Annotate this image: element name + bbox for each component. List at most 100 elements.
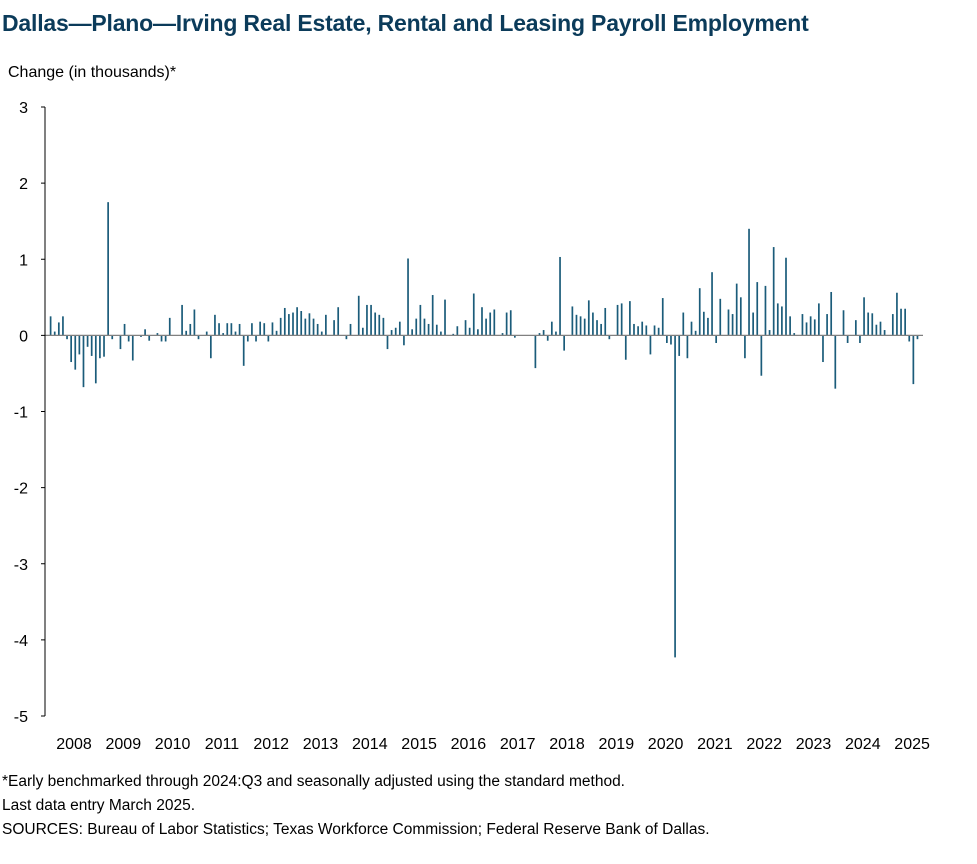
bar — [649, 335, 652, 355]
bar — [550, 321, 553, 336]
bar — [403, 335, 405, 346]
bar — [637, 326, 639, 336]
footnote-benchmark: *Early benchmarked through 2024:Q3 and s… — [2, 773, 625, 790]
footnotes: *Early benchmarked through 2024:Q3 and s… — [2, 770, 710, 842]
bar — [670, 335, 672, 345]
bar — [423, 318, 426, 336]
bar — [756, 282, 759, 336]
bar — [357, 295, 360, 336]
bar — [501, 333, 504, 336]
bar — [694, 330, 697, 336]
bar — [690, 321, 693, 336]
bar — [316, 323, 319, 336]
bar — [300, 311, 303, 336]
bar — [78, 335, 81, 355]
y-tick-label: -5 — [14, 709, 28, 726]
bar — [538, 333, 541, 336]
bar — [859, 335, 861, 343]
x-tick-label: 2013 — [303, 736, 339, 753]
y-tick-label: -3 — [14, 557, 28, 574]
bar — [731, 314, 734, 336]
bar — [485, 318, 487, 336]
bar — [752, 312, 754, 336]
bar — [583, 318, 586, 336]
bar — [748, 228, 750, 336]
bar — [587, 300, 590, 336]
bar — [715, 335, 718, 343]
bar — [267, 335, 270, 342]
bar — [275, 330, 278, 336]
bar — [900, 308, 902, 336]
bar — [875, 324, 878, 336]
bar — [345, 335, 348, 340]
bar — [674, 335, 676, 658]
bar — [546, 335, 549, 341]
y-tick-label: 0 — [19, 328, 28, 345]
bar — [226, 323, 229, 336]
bar — [604, 307, 607, 336]
bar — [707, 317, 709, 336]
bar — [427, 323, 430, 336]
bar — [382, 317, 385, 336]
bar — [394, 327, 397, 336]
bar — [493, 309, 496, 336]
bar — [386, 335, 389, 350]
bar — [312, 318, 315, 336]
bar — [468, 327, 471, 336]
bar — [361, 327, 364, 336]
bar — [805, 322, 808, 336]
bar — [452, 333, 455, 336]
bar — [283, 307, 286, 336]
bar — [390, 330, 393, 336]
y-tick-label: 3 — [19, 100, 28, 117]
bar — [698, 288, 701, 336]
bar — [62, 316, 64, 336]
bar — [366, 304, 368, 336]
bar — [830, 291, 833, 336]
bar — [916, 335, 919, 340]
bar — [407, 258, 409, 336]
bar — [772, 247, 775, 336]
bar — [863, 297, 865, 336]
bar — [785, 257, 787, 336]
bar — [148, 335, 151, 341]
bar — [744, 335, 746, 359]
bar — [822, 335, 824, 363]
bar — [53, 331, 56, 336]
bar — [596, 320, 598, 336]
bar — [776, 303, 779, 336]
bar — [645, 325, 648, 336]
bar — [592, 312, 594, 336]
bar — [846, 335, 849, 343]
x-tick-label: 2025 — [894, 736, 930, 753]
x-tick-label: 2021 — [697, 736, 733, 753]
bar — [661, 298, 664, 336]
bar — [896, 292, 898, 336]
x-tick-label: 2008 — [56, 736, 92, 753]
bar — [111, 335, 114, 340]
bar — [666, 335, 668, 343]
bar — [214, 314, 216, 336]
y-tick-label: 2 — [19, 176, 28, 193]
bar — [908, 335, 911, 342]
bar — [415, 318, 418, 336]
bar — [678, 335, 681, 356]
bar — [818, 303, 820, 336]
bar — [205, 331, 208, 336]
x-tick-label: 2022 — [746, 736, 782, 753]
bar — [826, 314, 828, 336]
bar — [883, 330, 886, 336]
bar — [653, 325, 656, 336]
bar — [271, 322, 274, 336]
bar — [834, 335, 837, 389]
bar — [760, 335, 763, 376]
bar — [620, 303, 623, 336]
bar — [288, 314, 290, 336]
bar — [90, 335, 93, 356]
bar — [164, 335, 167, 342]
bar — [140, 335, 142, 337]
bar — [82, 335, 85, 388]
x-tick-label: 2010 — [155, 736, 191, 753]
x-tick-label: 2023 — [796, 736, 832, 753]
bar-series — [49, 202, 919, 658]
